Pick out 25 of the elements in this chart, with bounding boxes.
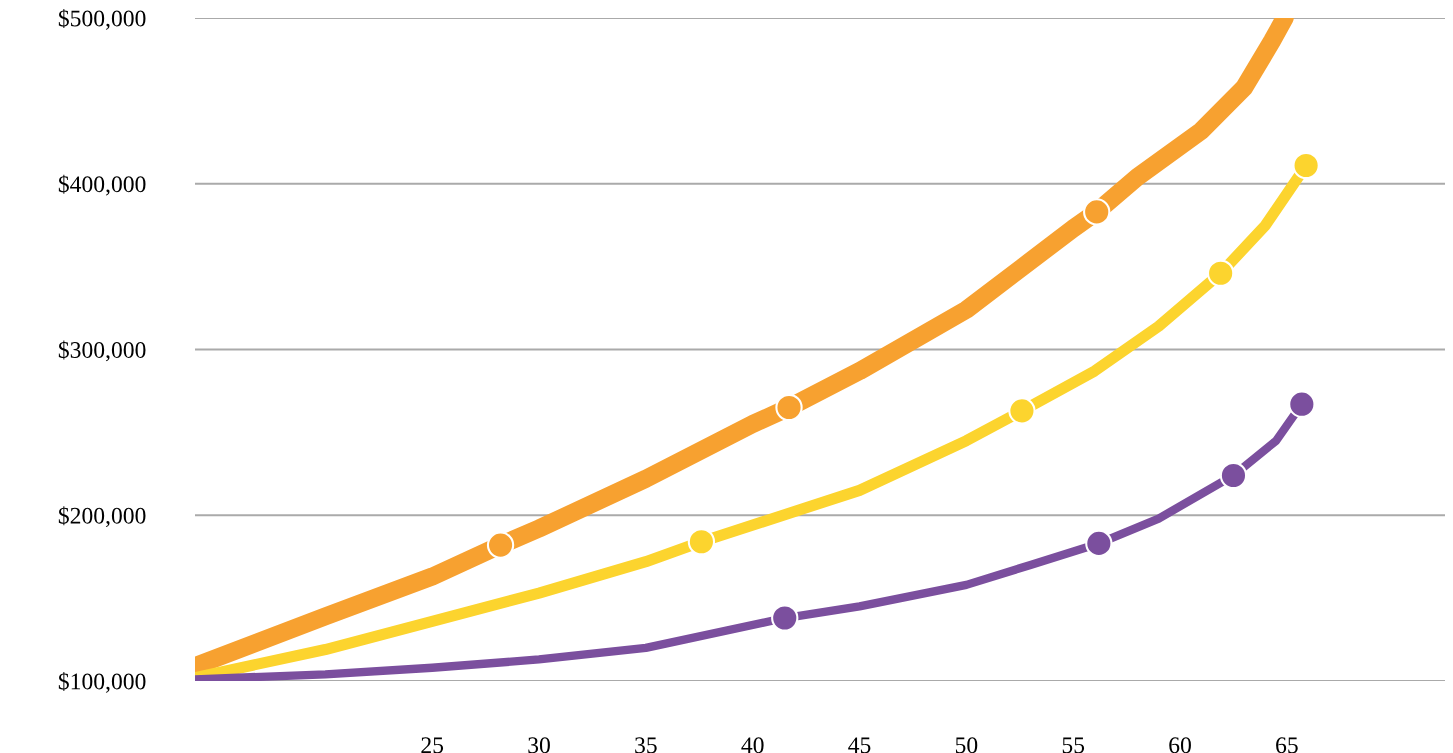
point [1206,259,1235,287]
point [1008,397,1036,425]
point [1292,151,1320,180]
x-tick-label: 50 [955,737,978,753]
x-tick-label: 25 [421,737,444,753]
x-tick-label: 60 [1169,737,1191,753]
point [687,528,716,556]
point [1083,198,1111,226]
point [1085,529,1113,558]
point [1288,390,1316,418]
x-tick-label: 35 [635,737,657,753]
x-tick-label: 65 [1276,737,1298,753]
x-tick-label: 55 [1062,737,1085,753]
y-tick-label: $500,000 [58,9,146,30]
point [775,393,803,422]
x-tick-label: 45 [848,737,871,753]
point [486,531,515,559]
y-tick-label: $200,000 [58,506,146,528]
point [1219,461,1248,490]
y-tick-label: $300,000 [58,340,146,362]
y-tick-label: $400,000 [58,174,146,196]
point [771,604,799,632]
x-tick-label: 30 [528,737,550,753]
x-tick-label: 40 [741,737,764,753]
y-tick-label: $100,000 [58,672,146,693]
